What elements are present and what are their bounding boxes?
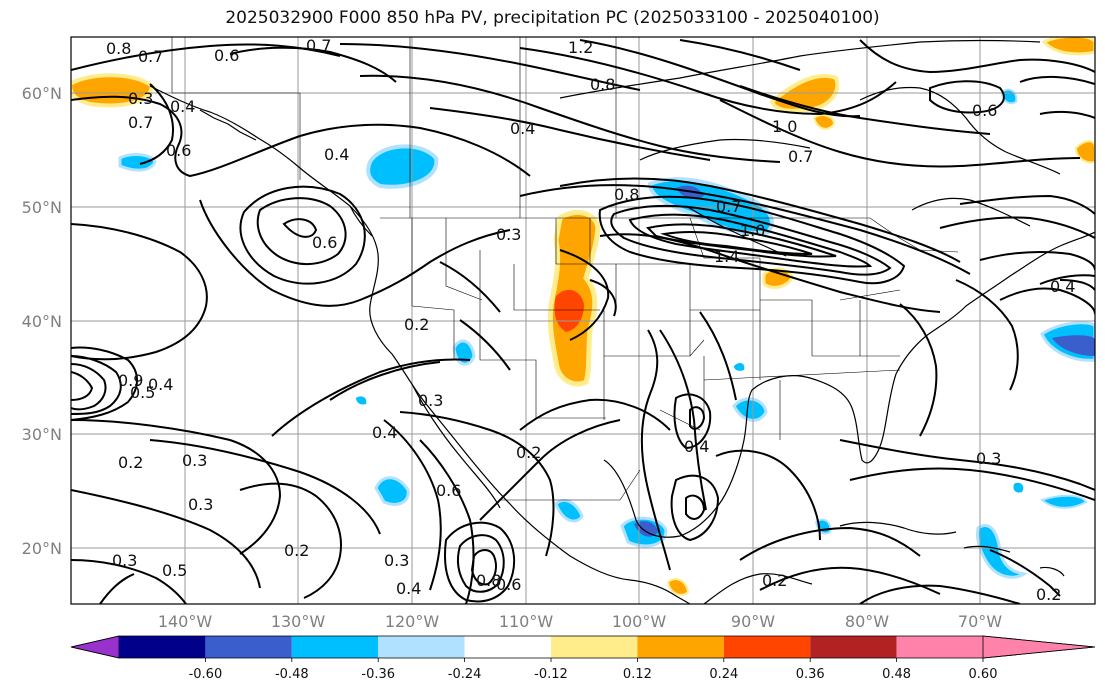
colorbar-tick-label: 0.12 [623,667,652,682]
contour-label: 0.3 [182,451,207,470]
latitude-axis: 60°N 50°N 40°N 30°N 20°N [22,84,62,558]
colorbar-segment [119,636,206,658]
contour-label: 0.8 [590,75,615,94]
contour-label: 0.7 [128,113,153,132]
contour-label: 0.6 [436,481,461,500]
map-frame [70,36,1096,605]
graticule [71,37,1095,604]
contour-label: 0.6 [166,141,191,160]
latitude-label: 40°N [22,312,62,331]
contour-label: 0.6 [972,101,997,120]
contour-label: 0.4 [684,437,709,456]
precipitation-shading [71,37,1095,596]
map-title: 2025032900 F000 850 hPa PV, precipitatio… [225,8,880,28]
contour-label: 1.2 [568,38,593,57]
contour-label: 0.4 [1050,277,1075,296]
colorbar-tick-label: -0.60 [189,667,223,682]
longitude-label: 80°W [845,612,889,631]
contour-label: 0.4 [510,119,535,138]
contour-label: 0.9 [118,371,143,390]
contour-label: 0.8 [476,571,501,590]
colorbar-segment [291,636,379,658]
latitude-label: 30°N [22,425,62,444]
colorbar-lower-extension [70,635,120,659]
contour-label: 0.2 [284,541,309,560]
contour-label: 0.4 [396,579,421,598]
colorbar-segment [723,636,811,658]
colorbar-tick-label: 0.36 [796,667,825,682]
colorbar-segment [205,636,292,658]
contour-label: 1.0 [740,221,765,240]
longitude-label: 100°W [612,612,667,631]
contour-label: 0.6 [496,575,521,594]
contour-label: 0.4 [372,423,397,442]
colorbar: -0.60 -0.48 -0.36 -0.24 -0.12 0.12 0.24 … [70,635,1096,682]
contour-label: 0.4 [170,97,195,116]
longitude-label: 130°W [271,612,326,631]
contour-label: 0.3 [128,89,153,108]
colorbar-tick-label: -0.36 [361,667,395,682]
colorbar-tick-label: -0.12 [534,667,568,682]
latitude-label: 60°N [22,84,62,103]
colorbar-tick-label: -0.48 [275,667,309,682]
contour-label: 0.8 [614,185,639,204]
contour-labels: 0.8 0.7 0.6 0.7 0.3 0.4 0.7 0.6 1.2 0.8 … [106,36,1075,604]
colorbar-tick-label: -0.24 [448,667,482,682]
contour-label: 0.2 [404,315,429,334]
colorbar-upper-extension [982,635,1096,659]
latitude-label: 20°N [22,539,62,558]
contour-label: 1.0 [772,117,797,136]
longitude-label: 110°W [499,612,554,631]
contour-label: 0.7 [716,197,741,216]
contour-label: 0.4 [324,145,349,164]
latitude-label: 50°N [22,198,62,217]
coastlines [149,39,1095,604]
longitude-label: 70°W [958,612,1002,631]
contour-label: 0.3 [188,495,213,514]
colorbar-segment [551,636,638,658]
contour-label: 0.6 [214,46,239,65]
longitude-label: 120°W [385,612,440,631]
contour-label: 0.2 [1036,585,1061,604]
contour-label: 0.5 [130,383,155,402]
colorbar-tick-label: 0.60 [969,667,998,682]
contour-label: 0.7 [788,147,813,166]
contour-label: 0.2 [118,453,143,472]
colorbar-segment [464,636,551,658]
contour-label: 0.8 [106,39,131,58]
contour-label: 0.2 [516,443,541,462]
longitude-label: 140°W [158,612,213,631]
colorbar-segment [637,636,724,658]
contour-label: 0.3 [496,225,521,244]
colorbar-tick-label: 0.48 [882,667,911,682]
contour-label: 0.3 [418,391,443,410]
contour-label: 1.4 [714,247,739,266]
contour-label: 0.5 [162,561,187,580]
contour-label: 0.3 [976,449,1001,468]
contour-label: 0.7 [306,36,331,55]
pv-contours [71,39,1095,604]
contour-label: 0.2 [762,571,787,590]
contour-label: 0.6 [312,233,337,252]
contour-label: 0.3 [112,551,137,570]
contour-label: 0.7 [138,47,163,66]
colorbar-segment [896,636,983,658]
contour-label: 0.3 [384,551,409,570]
longitude-axis: 140°W 130°W 120°W 110°W 100°W 90°W 80°W … [158,612,1002,631]
longitude-label: 90°W [731,612,775,631]
contour-label: 0.4 [148,375,173,394]
colorbar-segment [378,636,465,658]
colorbar-tick-label: 0.24 [709,667,738,682]
colorbar-segment [810,636,897,658]
